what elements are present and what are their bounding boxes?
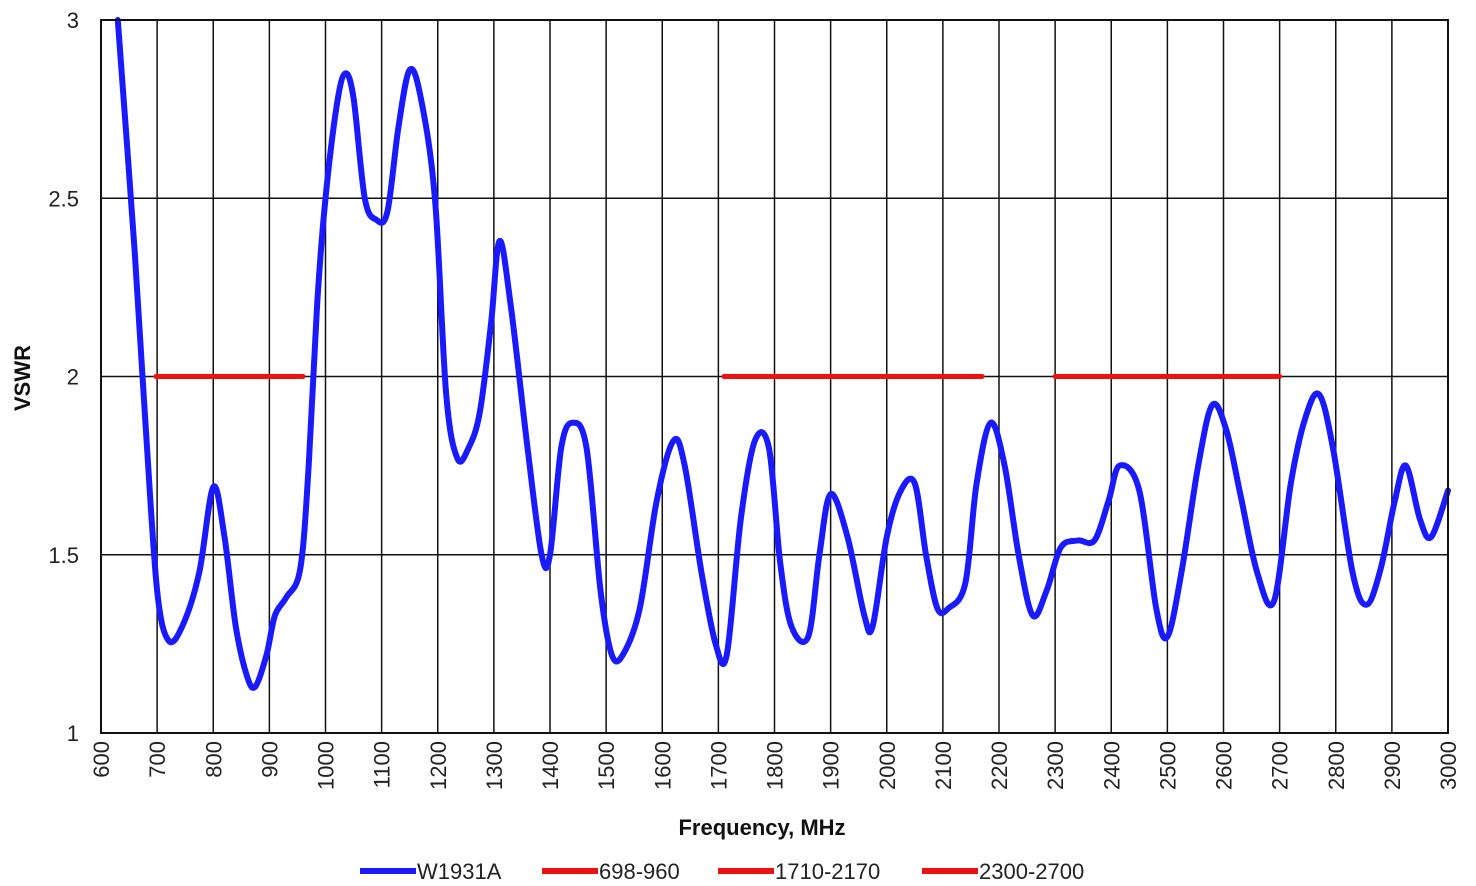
x-tick-label: 1100 [370, 741, 395, 788]
x-tick-label: 1500 [594, 741, 619, 790]
series-line-W1931A [114, 17, 1451, 691]
x-tick-label: 3000 [1436, 741, 1461, 790]
legend-label: 698-960 [599, 859, 680, 884]
x-tick-label: 2100 [931, 741, 956, 790]
y-axis-title: VSWR [10, 345, 35, 411]
x-tick-label: 600 [89, 741, 114, 778]
y-tick-labels: 1 1.5 2 2.5 3 [48, 8, 79, 746]
legend-label: 1710-2170 [775, 859, 880, 884]
y-tick-label: 2 [67, 365, 79, 390]
x-tick-label: 2200 [987, 741, 1012, 790]
series-lines [114, 17, 1451, 691]
x-tick-label: 1900 [819, 741, 844, 790]
x-tick-label: 2700 [1268, 741, 1293, 790]
x-tick-label: 700 [145, 741, 170, 778]
x-tick-label: 1300 [482, 741, 507, 790]
plot-area-border [100, 19, 1449, 734]
x-tick-label: 1400 [538, 741, 563, 790]
y-tick-label: 2.5 [48, 186, 79, 211]
x-tick-label: 2600 [1212, 741, 1237, 790]
x-axis-title: Frequency, MHz [678, 815, 845, 840]
x-tick-labels: 600 700 800 900 1000 1100 1200 1300 1400 1500 1600… [89, 741, 1461, 790]
y-tick-label: 1 [67, 721, 79, 746]
x-tick-label: 2500 [1155, 741, 1180, 790]
x-tick-label: 1200 [426, 741, 451, 790]
legend-label: W1931A [417, 859, 502, 884]
y-tick-label: 1.5 [48, 543, 79, 568]
x-tick-label: 2400 [1099, 741, 1124, 790]
x-tick-label: 2900 [1380, 741, 1405, 790]
legend-label: 2300-2700 [979, 859, 1084, 884]
x-tick-label: 1600 [650, 741, 675, 790]
x-tick-label: 2300 [1043, 741, 1068, 790]
x-tick-label: 800 [201, 741, 226, 778]
x-tick-label: 2000 [875, 741, 900, 790]
x-tick-label: 1700 [706, 741, 731, 790]
y-tick-label: 3 [67, 8, 79, 33]
x-tick-label: 1800 [763, 741, 788, 790]
x-tick-label: 900 [257, 741, 282, 778]
legend: W1931A 698-960 1710-2170 2300-2700 [360, 859, 1084, 884]
x-tick-label: 2800 [1324, 741, 1349, 790]
x-tick-label: 1000 [314, 741, 339, 790]
